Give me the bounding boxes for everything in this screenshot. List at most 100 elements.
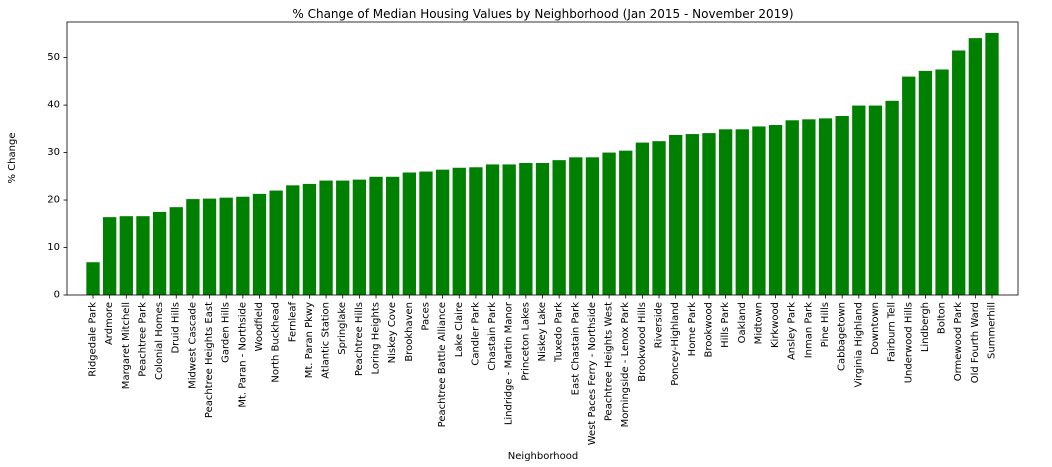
x-tick-label: Lindridge - Martin Manor — [504, 301, 515, 425]
y-axis-ticks: 0 10 20 30 40 50 — [47, 52, 67, 301]
y-tick-label: 20 — [47, 195, 60, 206]
x-tick-label: Oakland — [737, 302, 748, 343]
bar — [785, 120, 799, 295]
x-tick-label: Woodfield — [254, 302, 265, 351]
x-tick-label: Fairburn Tell — [887, 302, 898, 362]
bar — [585, 157, 600, 295]
bar — [885, 100, 899, 295]
x-tick-label: Poncey-Highland — [670, 302, 681, 386]
bar — [569, 157, 583, 295]
x-tick-label: Paces — [420, 302, 431, 331]
x-tick-label: Peachtree Battle Alliance — [437, 302, 448, 427]
bar — [252, 193, 267, 295]
bar — [336, 180, 350, 295]
bar — [402, 172, 416, 295]
bar — [985, 32, 999, 296]
x-tick-label: Peachtree Hills — [354, 302, 365, 376]
bar — [302, 183, 317, 295]
x-tick-label: North Buckhead — [271, 302, 282, 383]
bar — [669, 135, 683, 295]
x-tick-label: Niskey Cove — [387, 302, 398, 363]
x-tick-label: Lindbergh — [920, 302, 931, 352]
x-tick-label: Underwood Hills — [903, 302, 914, 383]
bar — [852, 105, 866, 295]
bar — [868, 105, 883, 295]
bar — [152, 211, 167, 295]
y-axis-label: % Change — [7, 133, 18, 184]
bar — [419, 171, 433, 295]
bar — [685, 134, 699, 295]
x-tick-label: Bolton — [937, 302, 948, 334]
x-tick-label: Springlake — [337, 302, 348, 355]
x-tick-label: Morningside - Lenox Park — [620, 302, 631, 428]
y-tick-label: 50 — [47, 52, 60, 63]
x-tick-label: Margaret Mitchell — [121, 302, 132, 389]
bar — [935, 69, 949, 295]
x-tick-label: Brookwood Hills — [637, 302, 648, 382]
bar — [635, 142, 650, 295]
bar — [386, 176, 400, 295]
x-tick-label: Druid Hills — [171, 302, 182, 354]
x-tick-label: Fernleaf — [287, 302, 298, 343]
x-tick-label: Midtown — [753, 302, 764, 344]
y-tick-label: 0 — [54, 290, 60, 301]
x-tick-label: Brookhaven — [404, 302, 415, 362]
x-tick-label: Peachtree Heights West — [604, 302, 615, 421]
bar — [435, 169, 450, 295]
x-tick-label: Cabbagetown — [837, 302, 848, 371]
bar — [286, 185, 300, 295]
bar — [86, 262, 100, 295]
x-tick-label: Tuxedo Park — [554, 302, 565, 363]
x-tick-label: Downtown — [870, 302, 881, 355]
bar — [502, 164, 516, 295]
bar — [369, 176, 383, 295]
bar — [535, 163, 550, 295]
bars-group — [86, 32, 999, 296]
bar — [918, 70, 933, 296]
x-tick-label: Candler Park — [470, 302, 481, 366]
x-tick-label: Virginia Highland — [853, 302, 864, 387]
bar — [186, 199, 200, 295]
x-tick-label: Loring Heights — [371, 302, 382, 375]
x-tick-label: Niskey Lake — [537, 302, 548, 361]
x-tick-label: Ormewood Park — [953, 302, 964, 381]
bar — [735, 129, 749, 295]
bar — [169, 207, 183, 295]
bar — [552, 160, 566, 295]
bar — [768, 125, 783, 295]
y-tick-label: 30 — [47, 147, 60, 158]
bar — [452, 167, 466, 295]
x-tick-label: Hills Park — [720, 302, 731, 348]
x-tick-label: Summerhill — [987, 302, 998, 359]
bar — [352, 179, 367, 295]
x-tick-label: East Chastain Park — [570, 302, 581, 396]
bar — [802, 119, 816, 295]
x-tick-label: Kirkwood — [770, 302, 781, 348]
x-tick-label: Brookwood — [703, 302, 714, 358]
bar — [902, 76, 916, 295]
x-axis-label: Neighborhood — [508, 451, 578, 462]
bar — [968, 38, 983, 295]
x-tick-label: Home Park — [687, 302, 698, 357]
x-tick-label: Ansley Park — [787, 302, 798, 360]
x-tick-label: West Paces Ferry - Northside — [587, 302, 598, 445]
x-tick-label: Chastain Park — [487, 302, 498, 371]
x-tick-label: Peachtree Heights East — [204, 302, 215, 418]
x-tick-label: Atlantic Station — [321, 302, 332, 379]
x-tick-label: Ardmore — [104, 302, 115, 345]
x-tick-label: Riverside — [654, 302, 665, 348]
x-axis-ticks: Ridgedale Park Ardmore Margaret Mitchell Pe… — [88, 295, 998, 445]
x-tick-label: Colonial Homes — [154, 302, 165, 380]
bar — [219, 197, 233, 295]
y-tick-label: 10 — [47, 242, 60, 253]
bar — [702, 133, 716, 295]
bar — [519, 163, 533, 295]
bar — [835, 116, 849, 295]
bar — [952, 50, 966, 295]
bar — [818, 118, 833, 295]
bar — [119, 216, 133, 295]
bar — [319, 180, 333, 295]
bar — [485, 164, 500, 295]
x-tick-label: Mt. Paran - Northside — [237, 302, 248, 408]
